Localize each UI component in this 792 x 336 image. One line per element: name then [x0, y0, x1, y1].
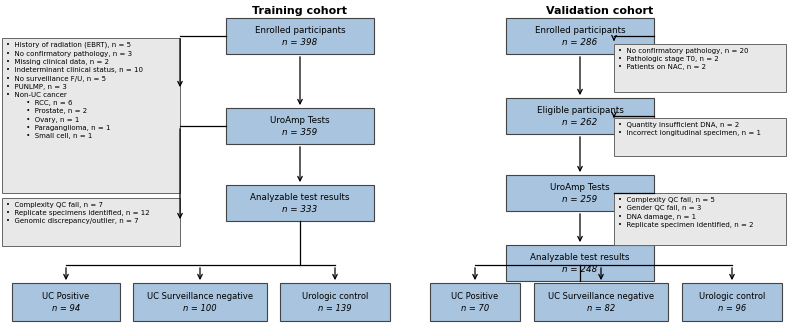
Text: Training cohort: Training cohort — [253, 6, 348, 16]
Text: Validation cohort: Validation cohort — [546, 6, 653, 16]
Text: n = 333: n = 333 — [283, 205, 318, 214]
Text: n = 359: n = 359 — [283, 128, 318, 137]
Text: n = 262: n = 262 — [562, 118, 598, 127]
Text: UC Positive: UC Positive — [451, 292, 499, 301]
FancyBboxPatch shape — [506, 98, 654, 134]
Text: •  History of radiation (EBRT), n = 5
•  No confirmatory pathology, n = 3
•  Mis: • History of radiation (EBRT), n = 5 • N… — [6, 42, 143, 139]
FancyBboxPatch shape — [12, 283, 120, 321]
FancyBboxPatch shape — [280, 283, 390, 321]
FancyBboxPatch shape — [506, 175, 654, 211]
Text: •  Complexity QC fail, n = 7
•  Replicate specimens identified, n = 12
•  Genomi: • Complexity QC fail, n = 7 • Replicate … — [6, 202, 149, 224]
Text: n = 100: n = 100 — [183, 304, 217, 313]
Text: UC Surveillance negative: UC Surveillance negative — [548, 292, 654, 301]
Text: Eligible participants: Eligible participants — [536, 106, 623, 115]
Text: n = 96: n = 96 — [718, 304, 746, 313]
Text: n = 248: n = 248 — [562, 265, 598, 274]
FancyBboxPatch shape — [506, 18, 654, 54]
Text: Analyzable test results: Analyzable test results — [250, 193, 350, 202]
FancyBboxPatch shape — [614, 44, 786, 92]
FancyBboxPatch shape — [2, 198, 180, 246]
Text: n = 70: n = 70 — [461, 304, 489, 313]
FancyBboxPatch shape — [226, 108, 374, 144]
Text: n = 259: n = 259 — [562, 195, 598, 204]
Text: Enrolled participants: Enrolled participants — [535, 26, 626, 35]
Text: n = 94: n = 94 — [51, 304, 80, 313]
Text: Analyzable test results: Analyzable test results — [531, 253, 630, 262]
Text: n = 82: n = 82 — [587, 304, 615, 313]
FancyBboxPatch shape — [506, 245, 654, 281]
Text: Urologic control: Urologic control — [699, 292, 765, 301]
FancyBboxPatch shape — [614, 118, 786, 156]
FancyBboxPatch shape — [226, 18, 374, 54]
Text: n = 398: n = 398 — [283, 38, 318, 47]
Text: n = 139: n = 139 — [318, 304, 352, 313]
FancyBboxPatch shape — [226, 185, 374, 221]
FancyBboxPatch shape — [534, 283, 668, 321]
Text: UroAmp Tests: UroAmp Tests — [270, 116, 329, 125]
Text: Urologic control: Urologic control — [302, 292, 368, 301]
Text: •  No confirmatory pathology, n = 20
•  Pathologic stage T0, n = 2
•  Patients o: • No confirmatory pathology, n = 20 • Pa… — [618, 48, 748, 71]
FancyBboxPatch shape — [2, 38, 180, 193]
FancyBboxPatch shape — [133, 283, 267, 321]
Text: n = 286: n = 286 — [562, 38, 598, 47]
Text: •  Quantity insufficient DNA, n = 2
•  Incorrect longitudinal specimen, n = 1: • Quantity insufficient DNA, n = 2 • Inc… — [618, 122, 760, 136]
Text: •  Complexity QC fail, n = 5
•  Gender QC fail, n = 3
•  DNA damage, n = 1
•  Re: • Complexity QC fail, n = 5 • Gender QC … — [618, 197, 753, 228]
FancyBboxPatch shape — [430, 283, 520, 321]
Text: UC Positive: UC Positive — [43, 292, 89, 301]
FancyBboxPatch shape — [682, 283, 782, 321]
Text: UC Surveillance negative: UC Surveillance negative — [147, 292, 253, 301]
Text: UroAmp Tests: UroAmp Tests — [550, 183, 610, 192]
FancyBboxPatch shape — [614, 193, 786, 245]
Text: Enrolled participants: Enrolled participants — [255, 26, 345, 35]
